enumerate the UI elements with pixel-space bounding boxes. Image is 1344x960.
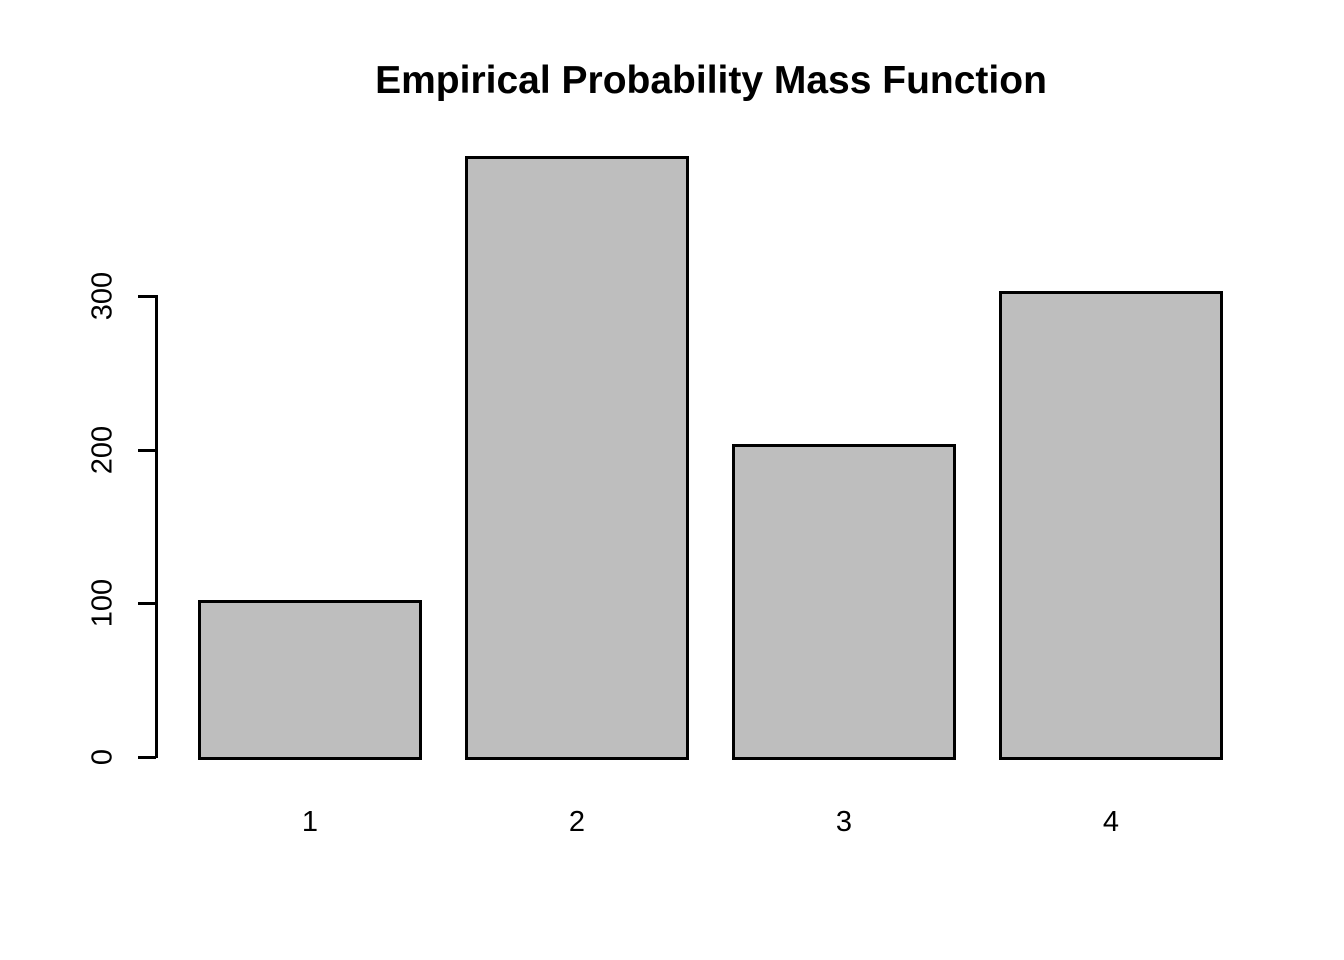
y-tick-label: 0 (86, 748, 119, 766)
y-axis-line (155, 295, 158, 758)
x-tick-label: 3 (835, 806, 853, 838)
x-tick-label: 1 (301, 806, 319, 838)
y-tick-label: 200 (86, 425, 119, 474)
x-tick-label: 2 (568, 806, 586, 838)
bar (198, 600, 422, 760)
bar (732, 444, 956, 760)
x-tick-label: 4 (1102, 806, 1120, 838)
chart-title: Empirical Probability Mass Function (375, 59, 1047, 102)
bar (999, 291, 1223, 760)
bar (465, 156, 689, 760)
y-axis-tick (138, 448, 156, 452)
y-axis-tick (138, 756, 156, 759)
y-axis-tick (138, 295, 156, 298)
y-tick-label: 300 (86, 271, 119, 321)
y-tick-label: 100 (86, 579, 119, 628)
y-axis-tick (138, 602, 156, 606)
